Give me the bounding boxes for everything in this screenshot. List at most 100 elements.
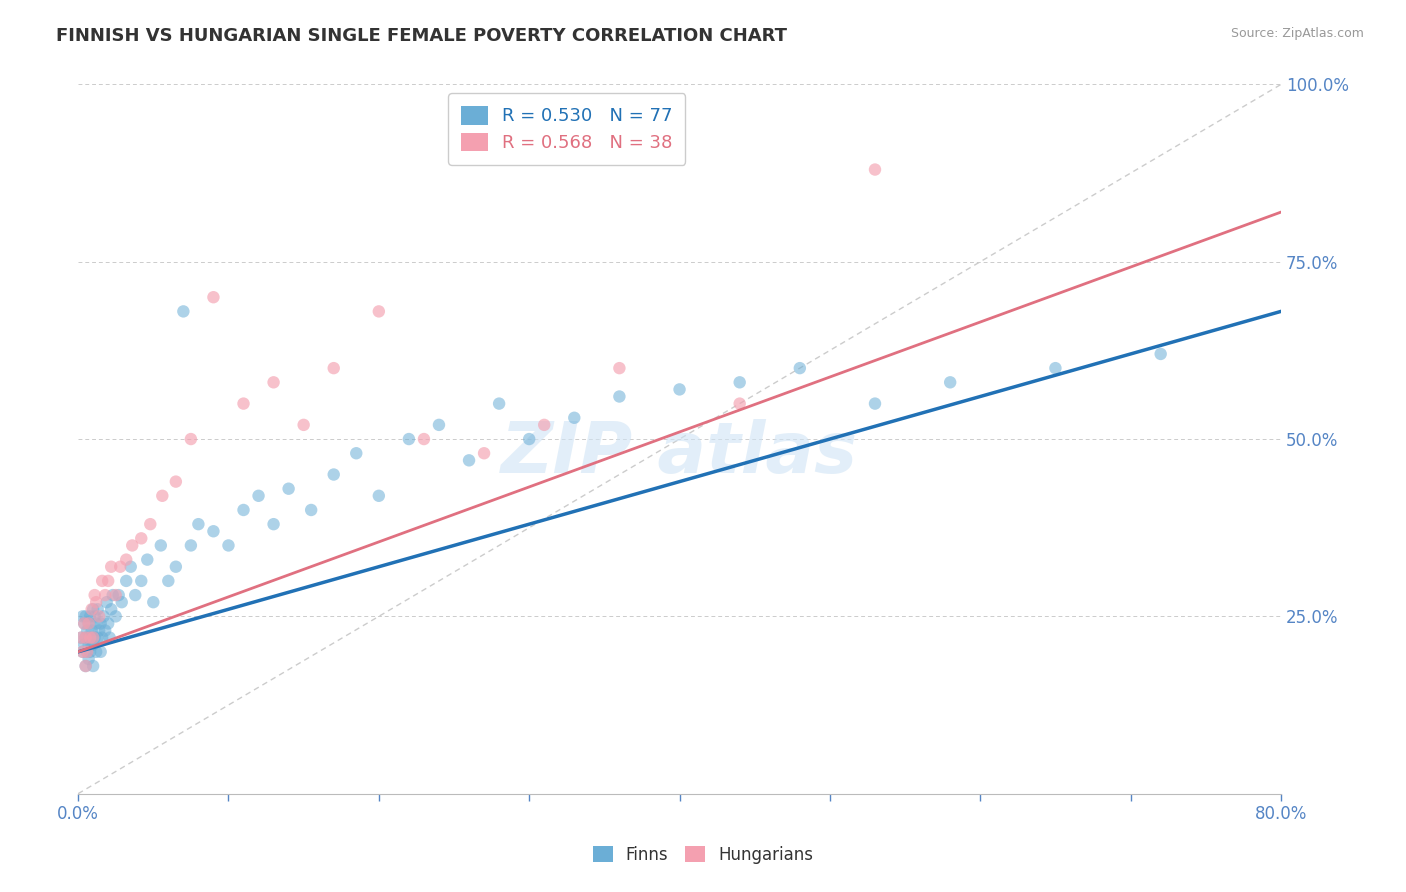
Point bbox=[863, 162, 886, 177]
Point bbox=[80, 638, 103, 652]
Point bbox=[322, 467, 344, 482]
Point bbox=[90, 645, 112, 659]
Point bbox=[180, 432, 202, 446]
Point bbox=[217, 538, 239, 552]
Point bbox=[83, 631, 105, 645]
Point bbox=[129, 532, 152, 546]
Text: FINNISH VS HUNGARIAN SINGLE FEMALE POVERTY CORRELATION CHART: FINNISH VS HUNGARIAN SINGLE FEMALE POVER… bbox=[56, 27, 787, 45]
Point bbox=[77, 652, 100, 666]
Point bbox=[76, 645, 98, 659]
Point bbox=[80, 602, 103, 616]
Point bbox=[89, 609, 111, 624]
Point bbox=[344, 446, 367, 460]
Point bbox=[121, 538, 143, 552]
Point bbox=[72, 645, 94, 659]
Point bbox=[939, 376, 962, 390]
Point bbox=[1045, 361, 1067, 376]
Point bbox=[89, 624, 111, 638]
Text: Source: ZipAtlas.com: Source: ZipAtlas.com bbox=[1230, 27, 1364, 40]
Point bbox=[1150, 347, 1173, 361]
Point bbox=[863, 396, 886, 410]
Point bbox=[115, 574, 138, 588]
Point bbox=[517, 432, 540, 446]
Point bbox=[728, 376, 751, 390]
Point bbox=[367, 304, 389, 318]
Point bbox=[165, 475, 187, 489]
Text: ZIP atlas: ZIP atlas bbox=[501, 418, 858, 488]
Point bbox=[100, 559, 122, 574]
Point bbox=[97, 574, 120, 588]
Point bbox=[82, 631, 104, 645]
Point bbox=[70, 631, 93, 645]
Point bbox=[263, 517, 285, 532]
Point bbox=[86, 631, 108, 645]
Point bbox=[247, 489, 270, 503]
Point bbox=[79, 645, 101, 659]
Point bbox=[533, 417, 555, 432]
Point bbox=[79, 609, 101, 624]
Point bbox=[83, 588, 105, 602]
Point bbox=[86, 602, 108, 616]
Point bbox=[488, 396, 510, 410]
Point bbox=[77, 638, 100, 652]
Point bbox=[292, 417, 315, 432]
Point bbox=[93, 609, 115, 624]
Point bbox=[75, 631, 97, 645]
Point bbox=[90, 616, 112, 631]
Point bbox=[98, 631, 121, 645]
Point bbox=[75, 659, 97, 673]
Point bbox=[79, 631, 101, 645]
Point bbox=[299, 503, 322, 517]
Point bbox=[129, 574, 152, 588]
Point bbox=[75, 609, 97, 624]
Point bbox=[80, 624, 103, 638]
Point bbox=[83, 609, 105, 624]
Point bbox=[70, 631, 93, 645]
Point bbox=[96, 595, 118, 609]
Point bbox=[100, 602, 122, 616]
Point bbox=[101, 588, 124, 602]
Legend: R = 0.530   N = 77, R = 0.568   N = 38: R = 0.530 N = 77, R = 0.568 N = 38 bbox=[449, 94, 685, 165]
Point bbox=[97, 616, 120, 631]
Point bbox=[789, 361, 811, 376]
Point bbox=[120, 559, 142, 574]
Point bbox=[84, 645, 107, 659]
Point bbox=[73, 616, 96, 631]
Point bbox=[82, 638, 104, 652]
Point bbox=[115, 552, 138, 566]
Point bbox=[609, 390, 631, 404]
Point bbox=[107, 588, 129, 602]
Point bbox=[72, 609, 94, 624]
Point bbox=[76, 645, 98, 659]
Point bbox=[277, 482, 299, 496]
Point bbox=[668, 383, 690, 397]
Point bbox=[72, 645, 94, 659]
Point bbox=[104, 588, 127, 602]
Point bbox=[458, 453, 481, 467]
Point bbox=[82, 602, 104, 616]
Point bbox=[202, 524, 225, 539]
Point bbox=[84, 616, 107, 631]
Point bbox=[367, 489, 389, 503]
Point bbox=[75, 631, 97, 645]
Point bbox=[73, 616, 96, 631]
Point bbox=[79, 631, 101, 645]
Point bbox=[91, 574, 114, 588]
Point bbox=[172, 304, 194, 318]
Point bbox=[728, 396, 751, 410]
Point bbox=[94, 624, 117, 638]
Point bbox=[263, 376, 285, 390]
Point bbox=[472, 446, 495, 460]
Point bbox=[157, 574, 180, 588]
Legend: Finns, Hungarians: Finns, Hungarians bbox=[586, 839, 820, 871]
Point bbox=[94, 588, 117, 602]
Point bbox=[111, 595, 134, 609]
Point bbox=[322, 361, 344, 376]
Point bbox=[136, 552, 159, 566]
Point bbox=[150, 489, 173, 503]
Point bbox=[75, 659, 97, 673]
Point bbox=[149, 538, 172, 552]
Point bbox=[124, 588, 146, 602]
Point bbox=[232, 396, 254, 410]
Point bbox=[562, 410, 585, 425]
